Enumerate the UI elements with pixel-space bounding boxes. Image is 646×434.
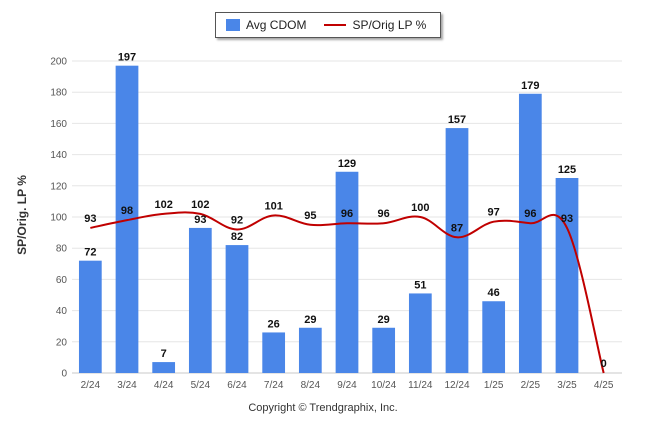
x-tick-label: 2/25 [521,380,541,391]
legend-item-bar[interactable]: Avg CDOM [226,18,306,32]
line-value-label: 101 [264,200,282,212]
y-tick-label: 80 [56,244,68,255]
y-tick-label: 0 [61,369,67,380]
bar-series [78,65,579,374]
line-series [90,211,605,374]
bar-value-label: 197 [118,52,136,64]
bar [555,178,579,373]
line-value-label: 100 [411,202,429,214]
bar [225,245,249,373]
data-labels: 72 197 7 93 82 26 29 129 29 51 157 46 179 125 93 98 102 1… [84,52,607,370]
line-value-label: 102 [154,199,172,211]
y-tick-label: 20 [56,337,68,348]
bar [78,260,102,373]
legend-line-label: SP/Orig LP % [352,18,427,32]
x-tick-label: 6/24 [227,380,247,391]
line-value-label: 93 [561,213,573,225]
x-tick-label: 5/24 [191,380,211,391]
bar [445,128,469,373]
bar-value-label: 51 [414,279,426,291]
bar [372,327,396,373]
bar-value-label: 46 [488,287,500,299]
line-value-label: 0 [601,358,607,370]
line-value-label: 96 [341,208,353,220]
x-tick-label: 8/24 [301,380,321,391]
line-value-label: 98 [121,205,133,217]
y-tick-label: 140 [50,150,67,161]
bar [408,293,432,373]
bar-value-label: 26 [268,318,280,330]
line-value-label: 96 [524,208,536,220]
line-value-label: 96 [378,208,390,220]
bar [152,362,176,373]
legend-line-swatch [324,24,347,26]
line-value-label: 102 [191,199,209,211]
line-value-label: 93 [84,213,96,225]
x-tick-label: 2/24 [81,380,101,391]
bar [188,227,212,373]
bar-value-label: 157 [448,114,466,126]
legend-item-line[interactable]: SP/Orig LP % [324,18,426,32]
legend-bar-label: Avg CDOM [246,18,307,32]
bar [262,332,286,373]
bar [298,327,322,373]
line-value-label: 95 [304,210,316,222]
legend: Avg CDOM SP/Orig LP % [215,12,441,38]
bar-value-label: 125 [558,164,576,176]
line-value-label: 87 [451,222,463,234]
copyright-text: Copyright © Trendgraphix, Inc. [248,402,398,414]
y-axis-label: SP/Orig. LP % [15,175,29,255]
axes: 0 20 40 60 80 100 120 140 160 180 200 2/24 3/24 4/24 5… [50,57,622,391]
line-value-label: 92 [231,214,243,226]
legend-bar-swatch [226,19,240,31]
bar-value-label: 93 [194,214,206,226]
y-tick-label: 160 [50,119,67,130]
y-tick-label: 200 [50,57,67,68]
bar-value-label: 29 [378,314,390,326]
bar-value-label: 179 [521,80,539,92]
bar-value-label: 7 [161,348,167,360]
bar [335,171,359,373]
sp-orig-line [90,211,605,374]
x-tick-label: 12/24 [444,380,469,391]
x-tick-label: 3/24 [117,380,137,391]
y-tick-label: 120 [50,181,67,192]
y-tick-label: 100 [50,213,67,224]
x-tick-label: 3/25 [557,380,577,391]
y-tick-label: 60 [56,275,68,286]
x-tick-label: 1/25 [484,380,504,391]
bar-value-label: 129 [338,158,356,170]
x-tick-label: 9/24 [337,380,357,391]
x-tick-label: 7/24 [264,380,284,391]
y-tick-label: 180 [50,88,67,99]
x-tick-label: 10/24 [371,380,396,391]
bar-value-label: 82 [231,231,243,243]
x-tick-label: 4/25 [594,380,614,391]
line-value-label: 97 [488,207,500,219]
bar [482,301,506,373]
y-tick-label: 40 [56,306,68,317]
x-tick-label: 4/24 [154,380,174,391]
bar-value-label: 72 [84,247,96,259]
bar-value-label: 29 [304,314,316,326]
bar [518,93,542,373]
x-tick-label: 11/24 [408,380,433,391]
